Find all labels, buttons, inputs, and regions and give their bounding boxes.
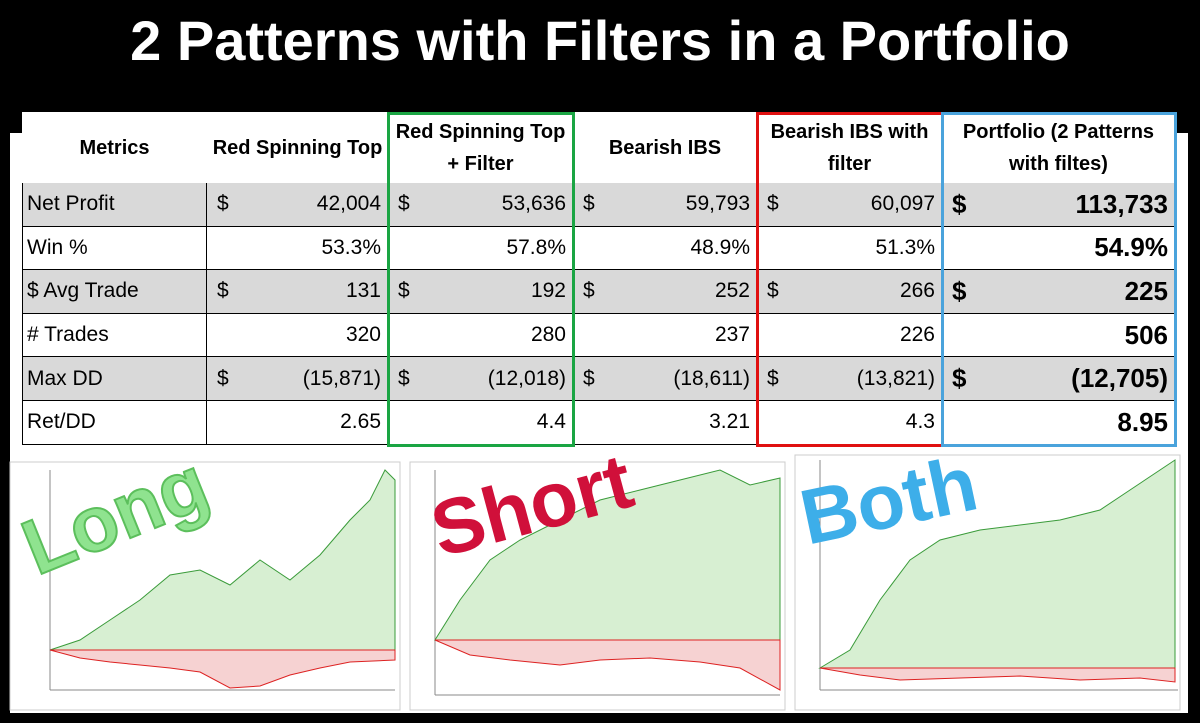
row-label: Win % [22, 226, 207, 271]
table-cell: $252 [573, 270, 757, 314]
cell-value: 192 [530, 279, 566, 303]
currency-sign: $ [767, 279, 779, 303]
column-header: Red Spinning Top + Filter [388, 112, 573, 183]
currency-sign: $ [767, 192, 779, 216]
cell-value: 8.95 [1117, 406, 1168, 437]
cell-value: 131 [345, 279, 381, 303]
chart-panel [409, 461, 786, 711]
table-cell: $266 [757, 270, 942, 314]
cell-value: 59,793 [685, 192, 750, 216]
title: 2 Patterns with Filters in a Portfolio [130, 9, 1070, 72]
currency-sign: $ [952, 188, 967, 219]
cell-value: 266 [899, 279, 935, 303]
row-label: Max DD [22, 357, 207, 401]
cell-value: 3.21 [709, 410, 750, 434]
column-header: Portfolio (2 Patterns with filtes) [942, 112, 1175, 183]
cell-value: (18,611) [673, 366, 750, 390]
cell-value: (13,821) [856, 366, 935, 390]
table-cell: $225 [942, 270, 1175, 314]
cell-value: 506 [1124, 319, 1168, 350]
currency-sign: $ [767, 366, 779, 390]
currency-sign: $ [952, 275, 967, 306]
table-cell: $113,733 [942, 183, 1175, 227]
table-cell: $ (15,871) [207, 357, 388, 401]
row-label: # Trades [22, 313, 207, 358]
chart-panel [794, 454, 1181, 711]
currency-sign: $ [217, 279, 229, 303]
table-cell: $ (12,018) [388, 357, 573, 401]
cell-value: (15,871) [302, 366, 381, 390]
table-cell: 54.9% [942, 226, 1175, 271]
currency-sign: $ [583, 366, 595, 390]
table-cell: $ (12,705) [942, 357, 1175, 401]
column-header: Red Spinning Top [207, 112, 388, 183]
table-cell: $131 [207, 270, 388, 314]
cell-value: 280 [530, 323, 566, 347]
cell-value: 51.3% [875, 235, 935, 259]
cell-value: 2.65 [340, 410, 381, 434]
cell-value: 252 [714, 279, 750, 303]
cell-value: 48.9% [690, 235, 750, 259]
table-cell: $ (18,611) [573, 357, 757, 401]
cell-value: 320 [345, 323, 381, 347]
cell-value: 4.4 [536, 410, 566, 434]
cell-value: (12,018) [487, 366, 566, 390]
cell-value: 57.8% [506, 235, 566, 259]
cell-value: 225 [1124, 275, 1168, 306]
cell-value: 53.3% [321, 235, 381, 259]
chart-panel [9, 461, 401, 711]
column-header: Metrics [22, 112, 207, 183]
cell-value: 60,097 [870, 192, 935, 216]
currency-sign: $ [952, 363, 967, 394]
table-cell: $59,793 [573, 183, 757, 227]
cell-value: 4.3 [905, 410, 935, 434]
currency-sign: $ [217, 192, 229, 216]
currency-sign: $ [583, 192, 595, 216]
row-label: Ret/DD [22, 401, 207, 445]
cell-value: 237 [714, 323, 750, 347]
table-cell: $60,097 [757, 183, 942, 227]
table-cell: $42,004 [207, 183, 388, 227]
cell-value: (12,705) [1071, 363, 1168, 394]
column-header: Bearish IBS with filter [757, 112, 942, 183]
currency-sign: $ [217, 366, 229, 390]
row-label: $ Avg Trade [22, 270, 207, 314]
table-cell: $ (13,821) [757, 357, 942, 401]
cell-value: 54.9% [1094, 232, 1168, 263]
table-cell: $192 [388, 270, 573, 314]
cell-value: 226 [899, 323, 935, 347]
cell-value: 53,636 [501, 192, 566, 216]
table-cell: $53,636 [388, 183, 573, 227]
currency-sign: $ [398, 366, 410, 390]
cell-value: 113,733 [1075, 188, 1168, 219]
row-label: Net Profit [22, 183, 207, 227]
currency-sign: $ [398, 192, 410, 216]
column-header: Bearish IBS [573, 112, 757, 183]
currency-sign: $ [398, 279, 410, 303]
currency-sign: $ [583, 279, 595, 303]
cell-value: 42,004 [316, 192, 381, 216]
